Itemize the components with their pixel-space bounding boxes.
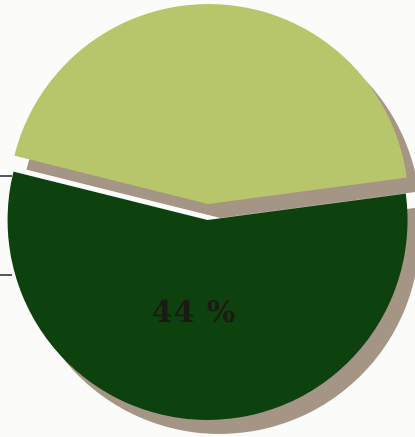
pie-slice-large bbox=[7, 171, 408, 420]
pie-slice-small bbox=[14, 4, 407, 205]
slice-layer bbox=[7, 4, 408, 420]
slice-label-small: 44 % bbox=[152, 295, 237, 330]
